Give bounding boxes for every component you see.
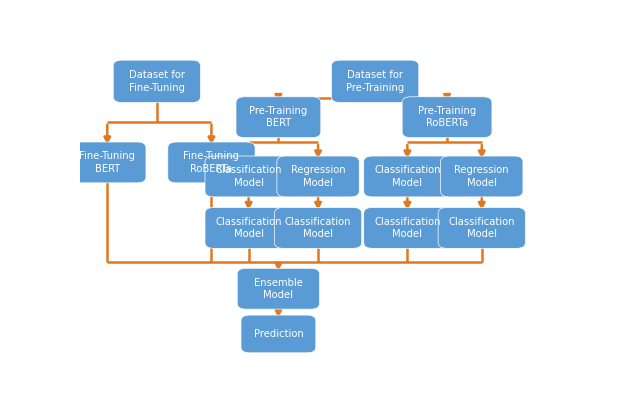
FancyBboxPatch shape [438,207,525,248]
FancyBboxPatch shape [205,156,292,197]
FancyBboxPatch shape [332,60,419,102]
Text: Prediction: Prediction [253,329,303,339]
FancyBboxPatch shape [241,315,316,353]
Text: Classification
Model: Classification Model [285,217,351,239]
FancyBboxPatch shape [440,156,523,197]
Text: Dataset for
Fine-Tuning: Dataset for Fine-Tuning [129,70,185,93]
Text: Pre-Training
RoBERTa: Pre-Training RoBERTa [418,106,476,128]
FancyBboxPatch shape [168,142,255,183]
Text: Classification
Model: Classification Model [374,165,440,188]
FancyBboxPatch shape [113,60,200,102]
FancyBboxPatch shape [364,207,451,248]
FancyBboxPatch shape [68,142,146,183]
FancyBboxPatch shape [236,97,321,138]
Text: Classification
Model: Classification Model [374,217,440,239]
Text: Regression
Model: Regression Model [291,165,346,188]
FancyBboxPatch shape [237,268,319,309]
Text: Classification
Model: Classification Model [449,217,515,239]
Text: Classification
Model: Classification Model [216,165,282,188]
Text: Dataset for
Pre-Training: Dataset for Pre-Training [346,70,404,93]
Text: Pre-Training
BERT: Pre-Training BERT [249,106,308,128]
Text: Ensemble
Model: Ensemble Model [254,277,303,300]
FancyBboxPatch shape [364,156,451,197]
FancyBboxPatch shape [402,97,492,138]
Text: Fine-Tuning
BERT: Fine-Tuning BERT [79,151,135,174]
FancyBboxPatch shape [205,207,292,248]
FancyBboxPatch shape [277,156,359,197]
Text: Fine-Tuning
RoBERTa: Fine-Tuning RoBERTa [184,151,239,174]
Text: Classification
Model: Classification Model [216,217,282,239]
Text: Regression
Model: Regression Model [454,165,509,188]
FancyBboxPatch shape [275,207,362,248]
